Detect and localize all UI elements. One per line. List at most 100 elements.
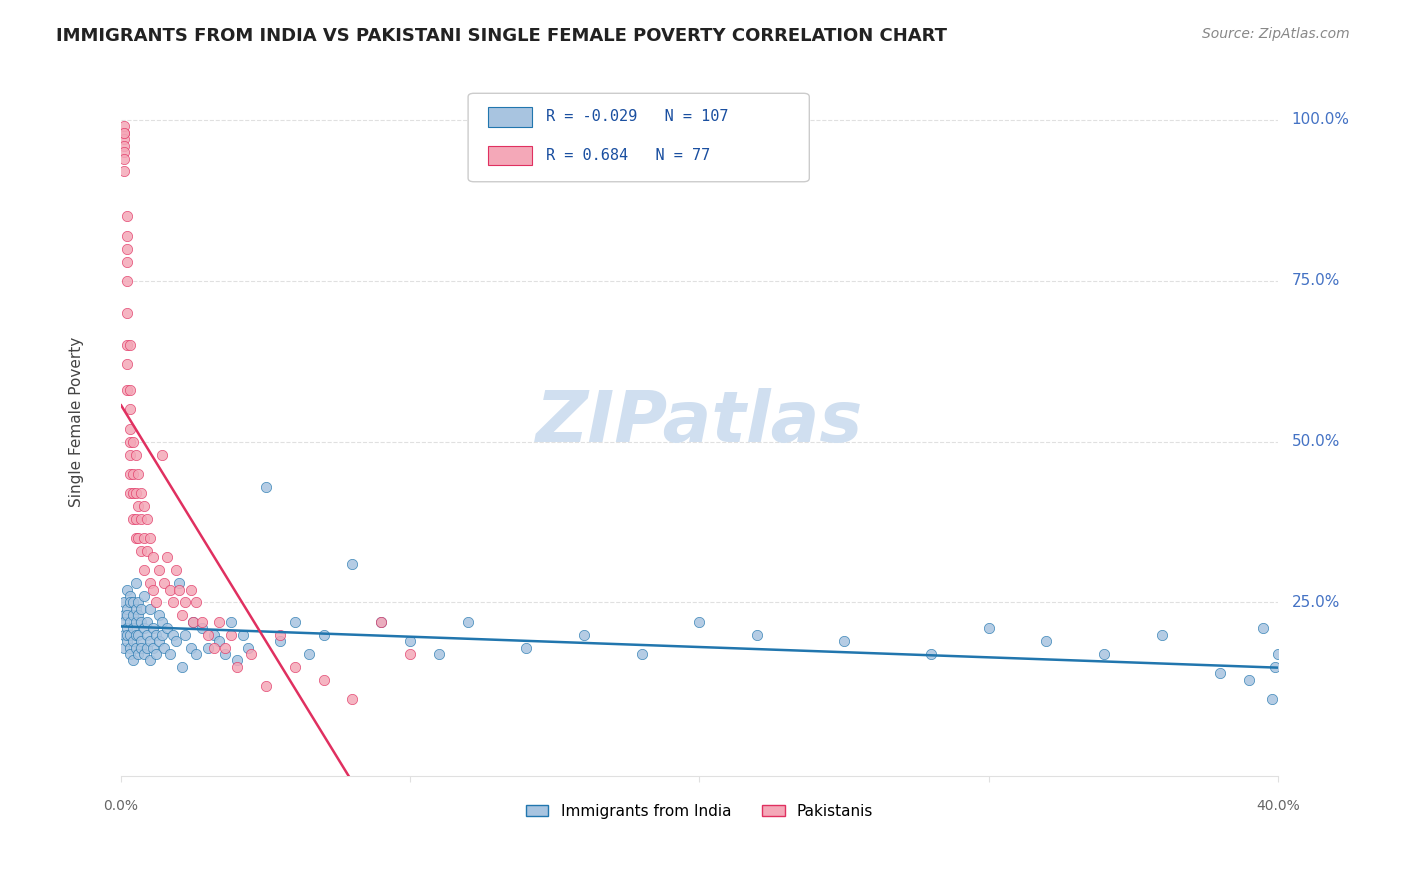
Point	[134, 621, 156, 635]
Point	[269, 627, 291, 641]
Point	[124, 531, 146, 545]
Point	[145, 627, 167, 641]
Text: IMMIGRANTS FROM INDIA VS PAKISTANI SINGLE FEMALE POVERTY CORRELATION CHART: IMMIGRANTS FROM INDIA VS PAKISTANI SINGL…	[56, 27, 948, 45]
Point	[131, 486, 153, 500]
Point	[112, 120, 135, 134]
Point	[139, 653, 162, 667]
Point	[121, 634, 143, 648]
Point	[1209, 666, 1232, 681]
Point	[165, 634, 187, 648]
Point	[118, 647, 141, 661]
Point	[183, 615, 205, 629]
Point	[118, 434, 141, 449]
Point	[173, 595, 195, 609]
Text: 40.0%: 40.0%	[1256, 798, 1299, 813]
Point	[1152, 627, 1174, 641]
Point	[832, 634, 855, 648]
Point	[115, 627, 138, 641]
Point	[127, 608, 149, 623]
Point	[148, 608, 170, 623]
Point	[1264, 660, 1286, 674]
Text: 75.0%: 75.0%	[1292, 273, 1340, 288]
Point	[167, 576, 190, 591]
Point	[191, 615, 214, 629]
Point	[136, 627, 159, 641]
Point	[977, 621, 1000, 635]
Point	[1281, 698, 1303, 713]
Point	[148, 634, 170, 648]
Point	[167, 582, 190, 597]
Point	[284, 660, 307, 674]
Legend: Immigrants from India, Pakistanis: Immigrants from India, Pakistanis	[519, 798, 879, 825]
Point	[115, 608, 138, 623]
Point	[124, 627, 146, 641]
Point	[202, 640, 225, 655]
Point	[124, 512, 146, 526]
Point	[457, 615, 479, 629]
Point	[148, 563, 170, 577]
Point	[124, 640, 146, 655]
Point	[747, 627, 769, 641]
Point	[127, 467, 149, 481]
Point	[238, 640, 260, 655]
Point	[1035, 634, 1057, 648]
Point	[1237, 673, 1260, 687]
Point	[232, 627, 254, 641]
Point	[112, 615, 135, 629]
Point	[427, 647, 450, 661]
Point	[139, 576, 162, 591]
Point	[115, 358, 138, 372]
Point	[134, 499, 156, 513]
Point	[370, 615, 392, 629]
Point	[115, 274, 138, 288]
Point	[298, 647, 321, 661]
Point	[131, 602, 153, 616]
Text: ZIPatlas: ZIPatlas	[536, 388, 863, 457]
Point	[197, 640, 219, 655]
Text: R = -0.029   N = 107: R = -0.029 N = 107	[546, 109, 728, 124]
Point	[1310, 666, 1333, 681]
Point	[136, 640, 159, 655]
Point	[115, 242, 138, 256]
Text: Single Female Poverty: Single Female Poverty	[69, 337, 84, 508]
Point	[1353, 647, 1375, 661]
Point	[118, 402, 141, 417]
Point	[112, 164, 135, 178]
Point	[118, 448, 141, 462]
Point	[219, 615, 242, 629]
Point	[136, 512, 159, 526]
Point	[121, 653, 143, 667]
Point	[112, 152, 135, 166]
Point	[127, 595, 149, 609]
FancyBboxPatch shape	[488, 107, 531, 127]
Point	[1092, 647, 1115, 661]
Point	[127, 499, 149, 513]
Point	[145, 595, 167, 609]
Point	[197, 627, 219, 641]
Point	[136, 544, 159, 558]
Point	[688, 615, 710, 629]
FancyBboxPatch shape	[488, 145, 531, 166]
Point	[162, 595, 184, 609]
Point	[269, 634, 291, 648]
Point	[159, 582, 181, 597]
Text: R = 0.684   N = 77: R = 0.684 N = 77	[546, 148, 710, 163]
Point	[240, 647, 263, 661]
Point	[115, 306, 138, 320]
Point	[124, 602, 146, 616]
Point	[139, 634, 162, 648]
Point	[219, 627, 242, 641]
Point	[112, 595, 135, 609]
Point	[134, 589, 156, 603]
Point	[115, 582, 138, 597]
Point	[131, 512, 153, 526]
Text: 0.0%: 0.0%	[104, 798, 139, 813]
Point	[179, 640, 201, 655]
Point	[124, 576, 146, 591]
Point	[121, 434, 143, 449]
Point	[112, 640, 135, 655]
Text: Source: ZipAtlas.com: Source: ZipAtlas.com	[1202, 27, 1350, 41]
Point	[214, 647, 236, 661]
Point	[121, 608, 143, 623]
Point	[370, 615, 392, 629]
